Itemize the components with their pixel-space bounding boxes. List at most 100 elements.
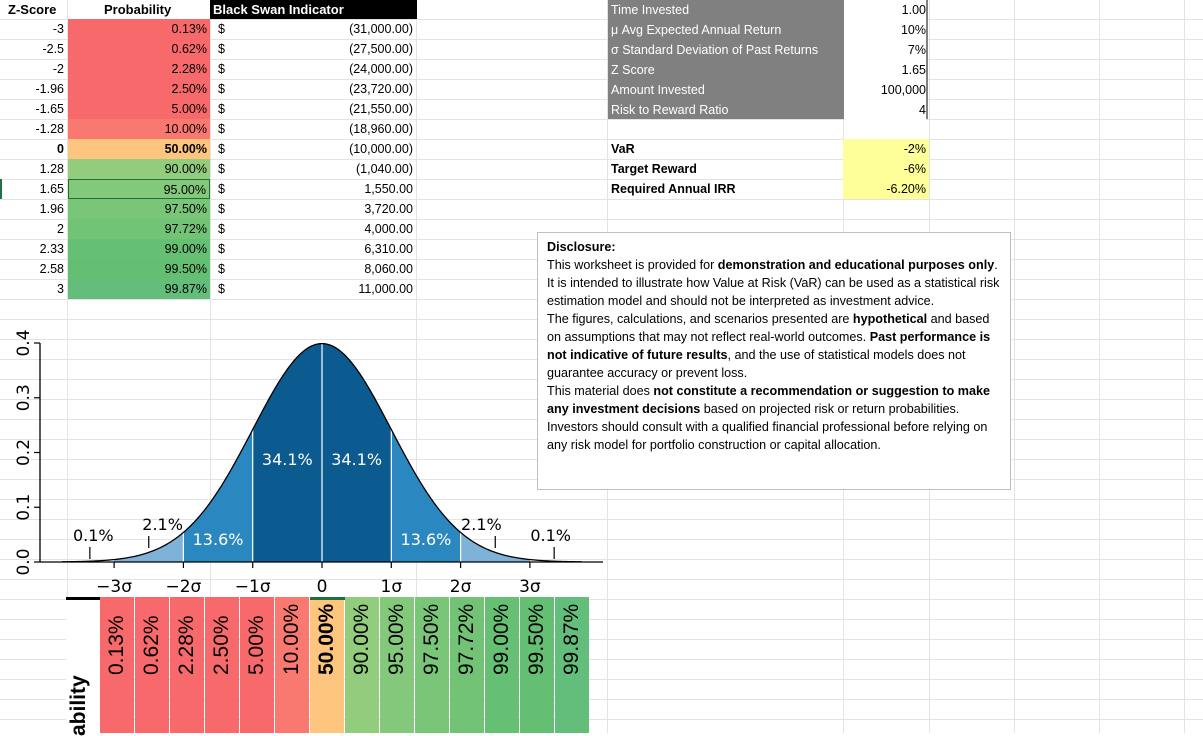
currency-symbol[interactable]: $ xyxy=(218,122,225,136)
black-swan-value-cell[interactable]: 1,550.00 xyxy=(364,182,413,196)
x-tick-label: −1σ xyxy=(235,577,271,597)
y-tick-label: 0.2 xyxy=(14,439,34,466)
black-swan-value-cell[interactable]: 4,000.00 xyxy=(364,222,413,236)
zscore-cell[interactable]: 1.65 xyxy=(39,182,64,196)
probability-cell[interactable]: 0.13% xyxy=(68,19,210,39)
heat-strip-cell[interactable]: 90.00% xyxy=(345,597,379,733)
currency-symbol[interactable]: $ xyxy=(218,162,225,176)
heat-strip-cell[interactable]: 0.13% xyxy=(100,597,134,733)
disclosure-box[interactable]: Disclosure: This worksheet is provided f… xyxy=(537,232,1011,490)
input-value[interactable]: 4 xyxy=(844,100,926,120)
probability-cell[interactable]: 97.50% xyxy=(68,199,210,219)
black-swan-value-cell[interactable]: (21,550.00) xyxy=(349,102,413,116)
zscore-cell[interactable]: -1.65 xyxy=(35,102,65,116)
zscore-cell[interactable]: -2 xyxy=(52,62,64,76)
black-swan-value-cell[interactable]: (23,720.00) xyxy=(349,82,413,96)
probability-cell[interactable]: 2.50% xyxy=(68,79,210,99)
input-value[interactable]: 10% xyxy=(844,20,926,40)
input-value[interactable]: 100,000 xyxy=(844,80,926,100)
zscore-cell[interactable]: -1.96 xyxy=(35,82,65,96)
x-tick-label: 1σ xyxy=(381,577,403,597)
black-swan-value-cell[interactable]: (10,000.00) xyxy=(349,142,413,156)
currency-symbol[interactable]: $ xyxy=(218,262,225,276)
heat-strip-value: 2.28% xyxy=(175,615,198,675)
heat-strip-cell[interactable]: 5.00% xyxy=(240,597,274,733)
currency-symbol[interactable]: $ xyxy=(218,62,225,76)
heat-strip-cell[interactable]: 0.62% xyxy=(135,597,169,733)
probability-cell[interactable]: 99.87% xyxy=(68,279,210,299)
black-swan-value-cell[interactable]: 6,310.00 xyxy=(364,242,413,256)
probability-cell[interactable]: 5.00% xyxy=(68,99,210,119)
heat-strip-value: 95.00% xyxy=(385,603,408,675)
tail-region-right xyxy=(460,532,530,562)
disclosure-paragraph-1: This worksheet is provided for demonstra… xyxy=(547,258,1000,308)
result-value[interactable]: -2% xyxy=(903,142,926,156)
currency-symbol[interactable]: $ xyxy=(218,182,225,196)
zscore-cell[interactable]: 2.58 xyxy=(39,262,64,276)
black-swan-value-cell[interactable]: (27,500.00) xyxy=(349,42,413,56)
probability-cell[interactable]: 90.00% xyxy=(68,159,210,179)
probability-cell[interactable]: 2.28% xyxy=(68,59,210,79)
zscore-cell[interactable]: 1.28 xyxy=(39,162,64,176)
input-value[interactable]: 1.00 xyxy=(844,0,926,20)
currency-symbol[interactable]: $ xyxy=(218,22,225,36)
black-swan-value-cell[interactable]: 8,060.00 xyxy=(364,262,413,276)
input-value[interactable]: 1.65 xyxy=(844,60,926,80)
heat-strip-value: 50.00% xyxy=(315,603,338,675)
heat-strip-cell[interactable]: 99.50% xyxy=(520,597,554,733)
heat-strip-cell[interactable]: 10.00% xyxy=(275,597,309,733)
heat-strip-cell[interactable]: 99.87% xyxy=(555,597,589,733)
probability-cell[interactable]: 50.00% xyxy=(68,139,210,159)
zscore-cell[interactable]: -3 xyxy=(52,22,64,36)
black-swan-value-cell[interactable]: (24,000.00) xyxy=(349,62,413,76)
heat-strip-cell[interactable]: 2.50% xyxy=(205,597,239,733)
x-tick-label: 0 xyxy=(317,577,328,597)
black-swan-value-cell[interactable]: 3,720.00 xyxy=(364,202,413,216)
probability-cell[interactable]: 99.00% xyxy=(68,239,210,259)
probability-heat-strip[interactable]: ability 0.13% 0.62% 2.28% 2.50% 5.00% 10.00% 50… xyxy=(66,597,589,736)
probability-cell[interactable]: 99.50% xyxy=(68,259,210,279)
heat-strip-cell[interactable]: 99.00% xyxy=(485,597,519,733)
zscore-cell[interactable]: -1.28 xyxy=(35,122,65,136)
input-value[interactable]: 7% xyxy=(844,40,926,60)
currency-symbol[interactable]: $ xyxy=(218,202,225,216)
black-swan-value-cell[interactable]: 11,000.00 xyxy=(358,282,413,296)
black-swan-value-cell[interactable]: (18,960.00) xyxy=(349,122,413,136)
heat-strip-cell[interactable]: 95.00% xyxy=(380,597,414,733)
probability-cell[interactable]: 97.72% xyxy=(68,219,210,239)
probability-cell[interactable]: 10.00% xyxy=(68,119,210,139)
active-row-indicator xyxy=(0,179,2,199)
black-swan-value-cell[interactable]: (31,000.00) xyxy=(349,22,413,36)
zscore-cell[interactable]: 0 xyxy=(57,142,64,156)
heat-strip-label-cell: ability xyxy=(66,597,100,736)
heat-strip-cell[interactable]: 97.72% xyxy=(450,597,484,733)
result-value[interactable]: -6.20% xyxy=(886,182,926,196)
probability-cell[interactable]: 95.00% xyxy=(68,179,210,199)
currency-symbol[interactable]: $ xyxy=(218,142,225,156)
heat-strip-cell[interactable]: 50.00% xyxy=(310,597,344,733)
y-tick-label: 0.3 xyxy=(14,384,34,411)
black-swan-value-cell[interactable]: (1,040.00) xyxy=(356,162,413,176)
heat-strip-cell[interactable]: 2.28% xyxy=(170,597,204,733)
probability-cell[interactable]: 0.62% xyxy=(68,39,210,59)
heat-strip-cell[interactable]: 97.50% xyxy=(415,597,449,733)
zscore-cell[interactable]: 1.96 xyxy=(39,202,64,216)
x-tick-label: −2σ xyxy=(165,577,201,597)
zscore-cell[interactable]: 2.33 xyxy=(39,242,64,256)
header-probability[interactable]: Probability xyxy=(104,2,172,17)
currency-symbol[interactable]: $ xyxy=(218,42,225,56)
header-black-swan[interactable]: Black Swan Indicator xyxy=(210,0,417,19)
currency-symbol[interactable]: $ xyxy=(218,82,225,96)
currency-symbol[interactable]: $ xyxy=(218,242,225,256)
normal-distribution-chart[interactable]: 0.0 0.1 0.2 0.3 0.4 −3σ −2σ −1σ 0 1σ 2σ 3σ 0.1% 2.1% 1… xyxy=(0,318,610,598)
disclosure-title: Disclosure: xyxy=(547,240,616,254)
header-zscore[interactable]: Z-Score xyxy=(8,2,57,17)
currency-symbol[interactable]: $ xyxy=(218,282,225,296)
currency-symbol[interactable]: $ xyxy=(218,222,225,236)
zscore-cell[interactable]: 3 xyxy=(57,282,64,296)
zscore-cell[interactable]: 2 xyxy=(57,222,64,236)
result-value[interactable]: -6% xyxy=(903,162,926,176)
disclosure-paragraph-4: Investors should consult with a qualifie… xyxy=(547,420,988,452)
currency-symbol[interactable]: $ xyxy=(218,102,225,116)
zscore-cell[interactable]: -2.5 xyxy=(42,42,64,56)
